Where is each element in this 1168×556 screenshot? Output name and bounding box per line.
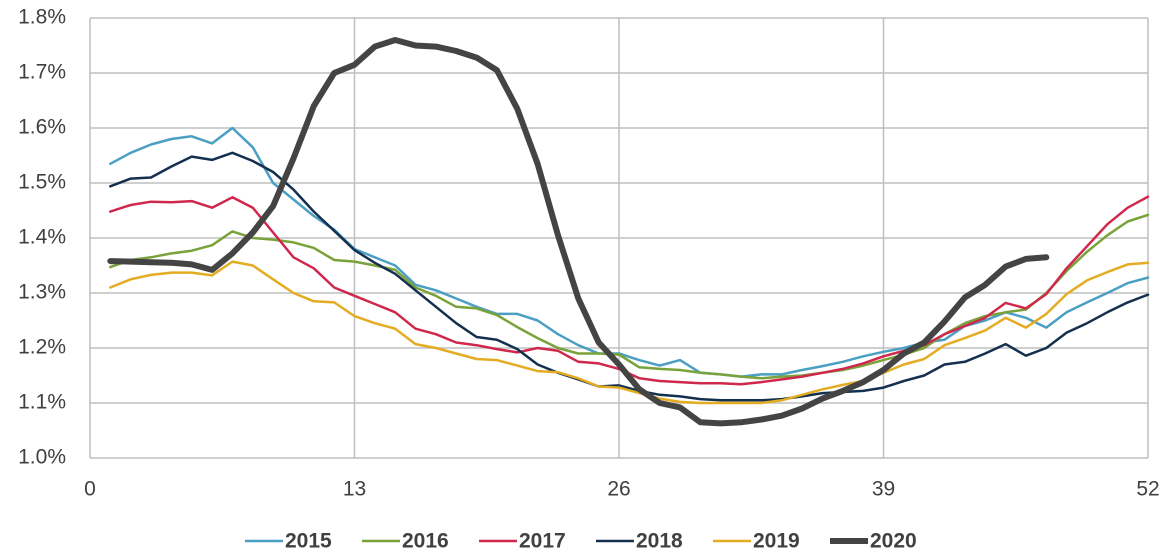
x-tick-label: 26 (607, 478, 630, 501)
y-tick-label: 1.5% (18, 171, 66, 194)
y-tick-label: 1.1% (18, 391, 66, 414)
line-series (109, 213, 1150, 380)
y-tick-label: 1.3% (18, 281, 66, 304)
line-series (107, 37, 1050, 427)
legend-label: 2017 (519, 530, 566, 553)
line-series (109, 260, 1150, 405)
y-tick-label: 1.8% (18, 6, 66, 29)
y-tick-label: 1.2% (18, 336, 66, 359)
legend-label: 2018 (636, 530, 683, 553)
y-tick-label: 1.4% (18, 226, 66, 249)
legend-label: 2016 (402, 530, 449, 553)
x-tick-label: 52 (1136, 478, 1159, 501)
x-tick-label: 39 (872, 478, 895, 501)
legend-label: 2020 (870, 530, 917, 553)
y-tick-label: 1.6% (18, 116, 66, 139)
line-series (109, 126, 1150, 378)
y-tick-label: 1.0% (18, 446, 66, 469)
legend-label: 2015 (285, 530, 332, 553)
legend-label: 2019 (753, 530, 800, 553)
y-tick-label: 1.7% (18, 61, 66, 84)
x-tick-label: 0 (84, 478, 96, 501)
x-tick-label: 13 (343, 478, 366, 501)
